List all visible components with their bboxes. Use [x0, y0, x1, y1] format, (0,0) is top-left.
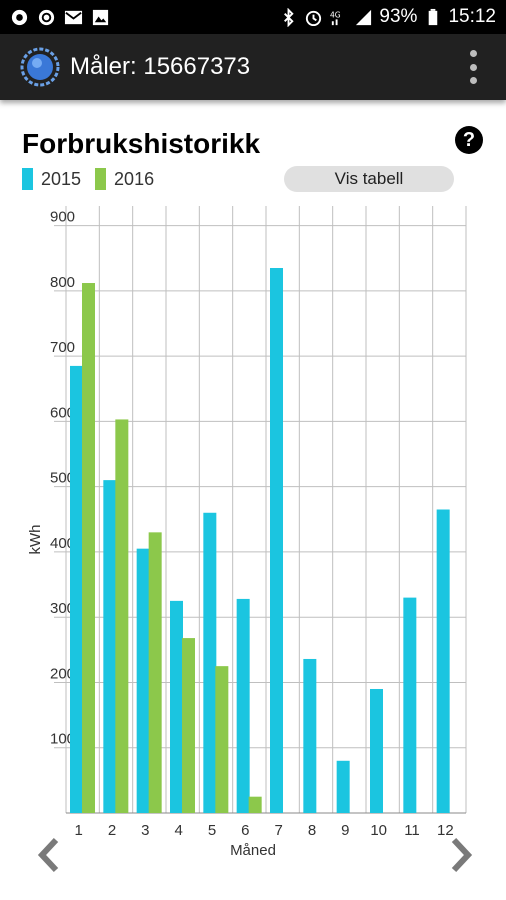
bar-2016-month-2	[115, 419, 129, 813]
alarm-icon	[306, 10, 322, 26]
bar-2015-month-6	[236, 598, 250, 813]
x-tick-label: 7	[274, 822, 282, 839]
x-tick-label: 5	[208, 822, 216, 839]
chart-legend: 2015 2016	[22, 168, 168, 190]
chevron-left-icon[interactable]	[36, 836, 62, 874]
bar-2016-month-3	[148, 532, 162, 813]
x-tick-label: 8	[308, 822, 316, 839]
status-bar: 4G 93% 15:12	[0, 0, 506, 34]
signal-icon	[356, 9, 372, 25]
legend-label-2016: 2016	[114, 168, 155, 189]
x-axis-label: Måned	[230, 842, 276, 859]
image-icon	[92, 9, 109, 25]
x-tick-label: 1	[74, 822, 82, 839]
y-tick-label: 700	[50, 339, 75, 356]
bar-2015-month-9	[336, 760, 350, 813]
y-tick-label: 200	[50, 665, 75, 682]
bar-2015-month-7	[270, 268, 283, 813]
battery-icon	[429, 8, 438, 25]
4g-icon: 4G	[330, 10, 341, 25]
svg-text:4G: 4G	[330, 10, 341, 19]
y-tick-label: 300	[50, 600, 75, 617]
legend-label-2015: 2015	[41, 168, 82, 189]
globe-logo-icon	[20, 47, 60, 87]
y-tick-label: 900	[50, 209, 75, 226]
y-tick-label: 800	[50, 274, 75, 291]
x-tick-label: 11	[404, 822, 420, 839]
chevron-right-icon[interactable]	[448, 836, 474, 874]
y-axis-label: kWh	[27, 525, 44, 555]
show-table-button[interactable]: Vis tabell	[284, 166, 454, 192]
legend-swatch-2016	[95, 168, 107, 190]
bar-2016-month-1	[82, 283, 95, 813]
y-tick-label: 400	[50, 535, 75, 552]
x-tick-label: 6	[241, 822, 249, 839]
status-left-icons	[10, 8, 110, 27]
x-tick-label: 10	[370, 822, 387, 839]
record-icon	[38, 9, 55, 25]
help-icon[interactable]: ?	[455, 126, 483, 154]
x-tick-label: 4	[174, 822, 182, 839]
y-tick-label: 500	[50, 470, 75, 487]
overflow-menu-icon[interactable]	[466, 50, 480, 84]
clock: 15:12	[448, 6, 496, 27]
x-tick-label: 12	[437, 822, 454, 839]
app-bar: Måler: 15667373	[0, 34, 506, 100]
legend-item-2016: 2016	[95, 168, 154, 190]
y-tick-label: 100	[50, 731, 75, 748]
record-icon	[11, 9, 28, 25]
bar-2015-month-2	[103, 480, 117, 813]
mail-icon	[64, 10, 83, 24]
bar-2016-month-6	[248, 796, 262, 813]
app-title: Måler: 15667373	[70, 53, 251, 80]
bar-2015-month-5	[203, 512, 217, 813]
legend-item-2015: 2015	[22, 168, 81, 190]
bar-2016-month-5	[215, 666, 229, 813]
bluetooth-icon	[284, 7, 295, 27]
battery-percent: 93%	[379, 6, 418, 27]
bar-2015-month-11	[403, 597, 417, 813]
bar-2015-month-3	[136, 548, 150, 813]
bar-2015-month-1	[70, 365, 83, 813]
bar-2015-month-10	[370, 688, 383, 813]
bar-2015-month-8	[303, 658, 317, 813]
bar-2015-month-12	[436, 509, 450, 813]
y-tick-label: 600	[50, 404, 75, 421]
status-right-icons: 4G 93% 15:12	[279, 6, 496, 28]
page-title: Forbrukshistorikk	[22, 128, 261, 159]
legend-swatch-2015	[22, 168, 33, 190]
x-tick-label: 2	[108, 822, 116, 839]
x-tick-label: 9	[341, 822, 349, 839]
bar-2016-month-4	[182, 638, 195, 813]
bar-2015-month-4	[170, 600, 183, 813]
x-tick-label: 3	[141, 822, 149, 839]
